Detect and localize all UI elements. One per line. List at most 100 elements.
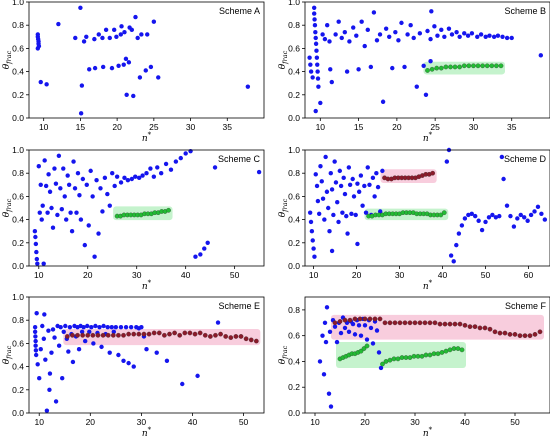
plot-frame: [304, 1, 550, 119]
data-point: [122, 29, 127, 35]
data-point: [525, 218, 530, 223]
data-point: [341, 175, 346, 181]
data-point: [143, 68, 148, 73]
series-2: [366, 210, 447, 219]
data-point: [87, 67, 92, 72]
x-tick-label: 30: [469, 122, 479, 132]
data-point: [423, 352, 429, 358]
data-point: [375, 184, 381, 190]
data-point: [53, 181, 59, 186]
data-point: [56, 343, 62, 348]
data-point: [183, 151, 188, 156]
data-point: [131, 331, 137, 337]
x-axis-label: n*: [142, 131, 152, 144]
x-axis-label-sup: *: [429, 131, 433, 139]
data-point: [336, 219, 341, 225]
data-point: [253, 338, 259, 344]
data-point: [87, 329, 92, 334]
data-point: [422, 320, 428, 326]
x-axis-label-sup: *: [429, 426, 433, 434]
x-tick-label: 10: [309, 270, 319, 280]
data-point: [75, 171, 81, 176]
data-point: [71, 159, 76, 164]
data-point: [327, 39, 332, 44]
y-axis-label-base: θ: [278, 211, 288, 217]
data-point: [462, 323, 468, 328]
data-point: [325, 23, 330, 28]
data-point: [326, 205, 331, 211]
data-point: [340, 210, 345, 215]
data-point: [457, 321, 463, 327]
data-point: [53, 399, 59, 404]
data-point: [49, 205, 54, 211]
data-point: [454, 242, 459, 248]
data-point: [314, 48, 319, 53]
plot-frame: [28, 296, 265, 414]
data-point: [212, 165, 218, 170]
y-tick-label: 0.0: [288, 261, 300, 271]
data-point: [512, 332, 518, 337]
data-point: [356, 67, 361, 72]
data-point: [151, 330, 157, 336]
chart-panel-1: 10 15 20 25 30 35 0.0 0.2 0.4 0.6 0.8 1.0 Scheme A n*…: [2, 0, 265, 144]
data-point: [312, 17, 317, 22]
data-point: [70, 332, 75, 338]
data-point: [121, 332, 126, 338]
x-axis-label-base: n: [142, 134, 148, 144]
data-point: [90, 332, 96, 338]
data-point: [98, 186, 103, 191]
data-point: [202, 332, 208, 338]
data-point: [522, 215, 527, 220]
data-point: [347, 39, 352, 44]
data-point: [522, 333, 528, 339]
data-point: [56, 153, 62, 158]
data-point: [311, 11, 317, 16]
data-point: [49, 350, 54, 355]
data-point: [407, 320, 413, 326]
data-point: [82, 242, 88, 248]
data-point: [70, 359, 76, 365]
data-point: [346, 165, 352, 170]
data-point: [58, 324, 63, 330]
data-point: [352, 332, 358, 337]
y-tick-label: 0.0: [288, 408, 300, 418]
data-point: [100, 209, 105, 214]
data-point: [320, 196, 326, 201]
data-point: [64, 217, 69, 222]
data-point: [370, 175, 376, 181]
x-tick-label: 20: [392, 122, 402, 132]
y-tick-label: 1.0: [288, 0, 300, 7]
data-point: [79, 329, 85, 334]
x-axis-label-sup: *: [148, 279, 152, 287]
data-point: [218, 331, 223, 337]
data-point: [118, 180, 124, 185]
data-point: [402, 320, 408, 326]
y-tick-label: 0.2: [288, 238, 300, 248]
y-tick-label: 0.8: [288, 20, 300, 30]
data-point: [223, 334, 229, 339]
data-point: [136, 331, 142, 337]
data-point: [367, 316, 373, 322]
data-point: [60, 376, 65, 381]
data-point: [40, 323, 45, 329]
data-point: [429, 9, 434, 14]
data-point: [208, 334, 213, 339]
data-point: [100, 332, 106, 338]
data-point: [447, 347, 453, 353]
y-axis-label-sub: frac: [5, 345, 13, 359]
data-point: [374, 328, 380, 333]
data-point: [414, 84, 419, 89]
y-tick-label: 0.4: [12, 362, 24, 372]
data-point: [144, 347, 149, 352]
data-point: [113, 324, 119, 330]
data-point: [499, 154, 505, 160]
data-point: [38, 79, 43, 85]
plot-frame: [28, 149, 265, 267]
data-point: [442, 321, 448, 327]
data-point: [84, 34, 89, 39]
data-point: [353, 212, 358, 218]
data-point: [332, 320, 338, 326]
data-point: [37, 210, 42, 215]
data-point: [320, 32, 325, 37]
